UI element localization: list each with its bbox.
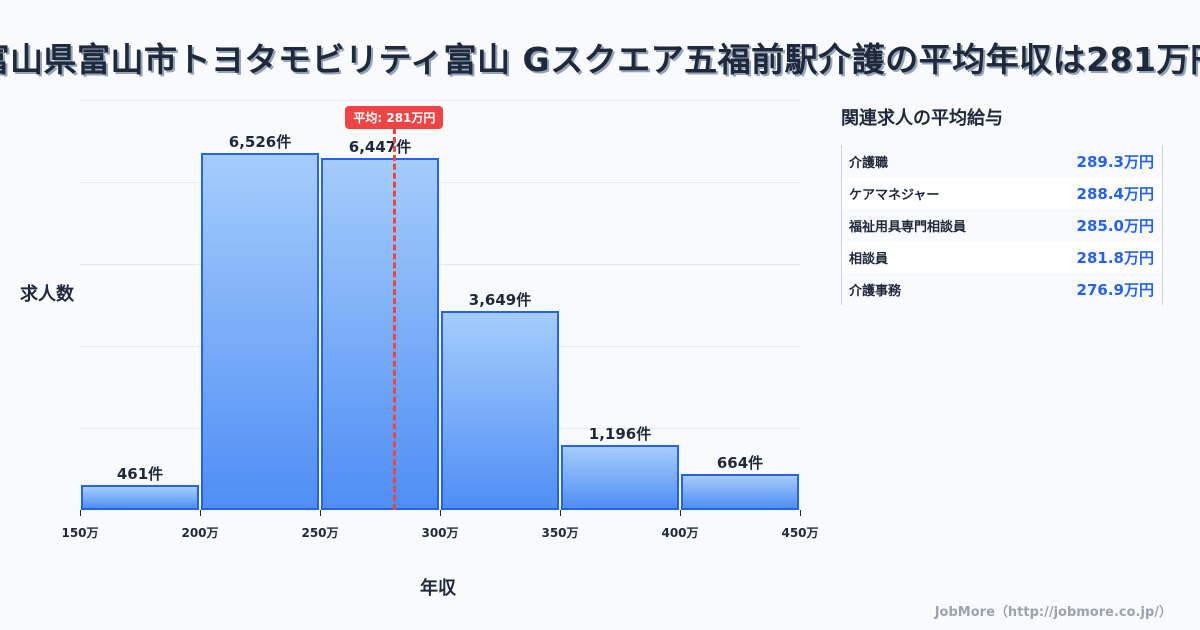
bar-value-label: 6,447件 [348,137,412,156]
job-name: 介護職 [849,155,889,171]
job-salary: 285.0万円 [1076,216,1154,235]
x-tick-label: 400万 [661,526,699,540]
histogram-bar [441,310,559,510]
x-axis-label: 年収 [420,578,456,599]
gridline [80,428,800,429]
x-tick-label: 450万 [781,526,819,540]
x-tick [440,510,441,516]
histogram-bar [81,484,199,510]
bar-value-label: 1,196件 [588,424,652,443]
job-name: 福祉用具専門相談員 [849,219,967,235]
job-salary: 288.4万円 [1076,184,1154,203]
related-salary-row: 相談員 281.8万円 [842,241,1162,273]
histogram-bar [321,157,439,510]
bar-value-label: 461件 [116,464,164,483]
average-line [393,128,397,510]
bar-value-label: 3,649件 [468,290,532,309]
job-name: 介護事務 [849,283,902,299]
x-tick-label: 250万 [301,526,339,540]
average-badge: 平均: 281万円 [345,106,444,129]
related-salary-row: 福祉用具専門相談員 285.0万円 [842,209,1162,241]
histogram-bar [201,153,319,510]
x-tick-label: 200万 [181,526,219,540]
x-tick [560,510,561,516]
x-tick-label: 350万 [541,526,579,540]
x-tick [320,510,321,516]
job-name: 相談員 [849,251,889,267]
related-salary-row: 介護職 289.3万円 [842,145,1162,177]
y-axis-label: 求人数 [20,284,74,305]
x-tick [80,510,81,516]
related-salary-title: 関連求人の平均給与 [841,108,1003,129]
related-salary-row: ケアマネジャー 288.4万円 [842,177,1162,209]
x-tick [200,510,201,516]
job-salary: 276.9万円 [1076,280,1154,299]
gridline [80,264,800,265]
footer-credit: JobMore（http://jobmore.co.jp/） [934,605,1172,620]
gridline [80,100,800,101]
job-name: ケアマネジャー [849,187,940,203]
gridline [80,346,800,347]
job-salary: 289.3万円 [1076,152,1154,171]
related-salary-table: 介護職 289.3万円 ケアマネジャー 288.4万円 福祉用具専門相談員 28… [841,145,1163,305]
bar-value-label: 664件 [716,453,764,472]
histogram-chart: 求人数 年収 461件 6,526件 6,447件 3,649件 1,196件 664件 1… [20,100,819,599]
x-tick [800,510,801,516]
gridline [80,182,800,183]
x-tick-label: 150万 [61,526,99,540]
related-salary-row: 介護事務 276.9万円 [842,273,1162,305]
histogram-bar [561,444,679,510]
bar-value-label: 6,526件 [228,133,292,152]
histogram-bar [681,473,799,510]
page-title: 富山県富山市トヨタモビリティ富山 Gスクエア五福前駅介護の平均年収は281万円 [0,40,1200,79]
x-tick-label: 300万 [421,526,459,540]
job-salary: 281.8万円 [1076,248,1154,267]
x-tick [680,510,681,516]
